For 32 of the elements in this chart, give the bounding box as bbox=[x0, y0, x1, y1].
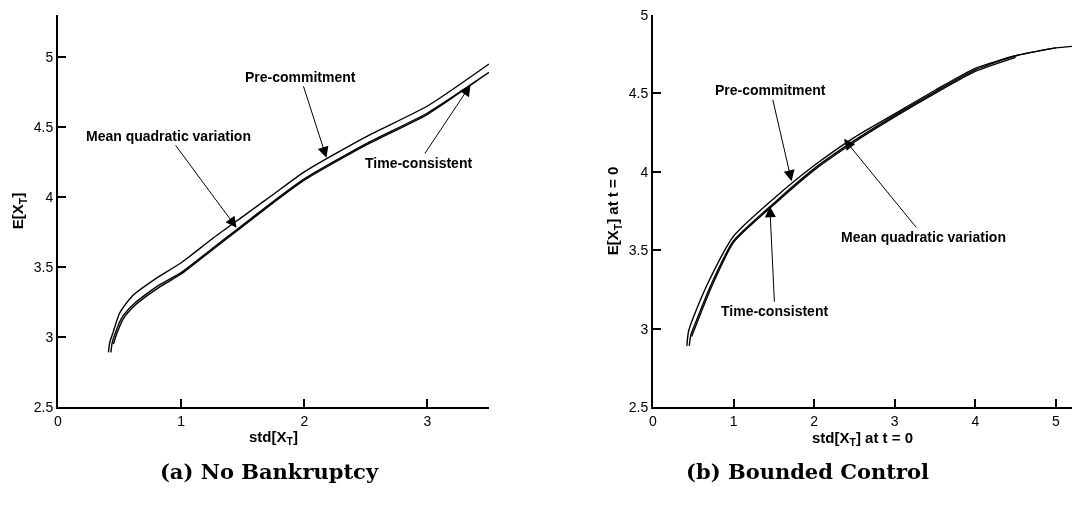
x-tick-label: 5 bbox=[1051, 412, 1060, 429]
x-tick-label: 2 bbox=[300, 412, 309, 429]
x-tick-label: 3 bbox=[423, 412, 432, 429]
y-tick-label: 3 bbox=[45, 328, 54, 345]
y-tick-label: 5 bbox=[45, 48, 54, 65]
y-tick-label: 5 bbox=[640, 6, 649, 23]
y-tick-label: 4 bbox=[640, 163, 649, 180]
y-tick-label: 3 bbox=[640, 320, 649, 337]
text: (b) Bounded Control bbox=[686, 459, 929, 485]
y-tick-label: 3.5 bbox=[628, 242, 649, 259]
y-tick-label: 4.5 bbox=[33, 118, 54, 135]
annotation: Time-consistent bbox=[365, 155, 473, 171]
annotation: Pre-commitment bbox=[715, 82, 826, 98]
y-tick-label: 2.5 bbox=[628, 398, 649, 415]
x-axis-title: std[X$_{T}$] bbox=[249, 428, 298, 448]
y-tick-label: 2.5 bbox=[33, 398, 54, 415]
x-tick-label: 0 bbox=[649, 412, 658, 429]
annotation: Pre-commitment bbox=[245, 69, 356, 85]
y-tick-label: 4 bbox=[45, 188, 54, 205]
x-tick-label: 1 bbox=[177, 412, 186, 429]
x-tick-label: 1 bbox=[729, 412, 738, 429]
annotation: Time-consistent bbox=[721, 303, 829, 319]
y-tick-label: 4.5 bbox=[628, 85, 649, 102]
x-axis-title: std[X$_{T}$] at t = 0 bbox=[811, 428, 914, 448]
annotation: Mean quadratic variation bbox=[841, 229, 1006, 245]
x-tick-label: 2 bbox=[810, 412, 819, 429]
text: (a) No Bankruptcy bbox=[159, 459, 379, 485]
y-tick-label: 3.5 bbox=[33, 258, 54, 275]
annotation: Mean quadratic variation bbox=[86, 128, 251, 144]
x-tick-label: 0 bbox=[54, 412, 63, 429]
x-tick-label: 3 bbox=[890, 412, 899, 429]
x-tick-label: 4 bbox=[971, 412, 980, 429]
